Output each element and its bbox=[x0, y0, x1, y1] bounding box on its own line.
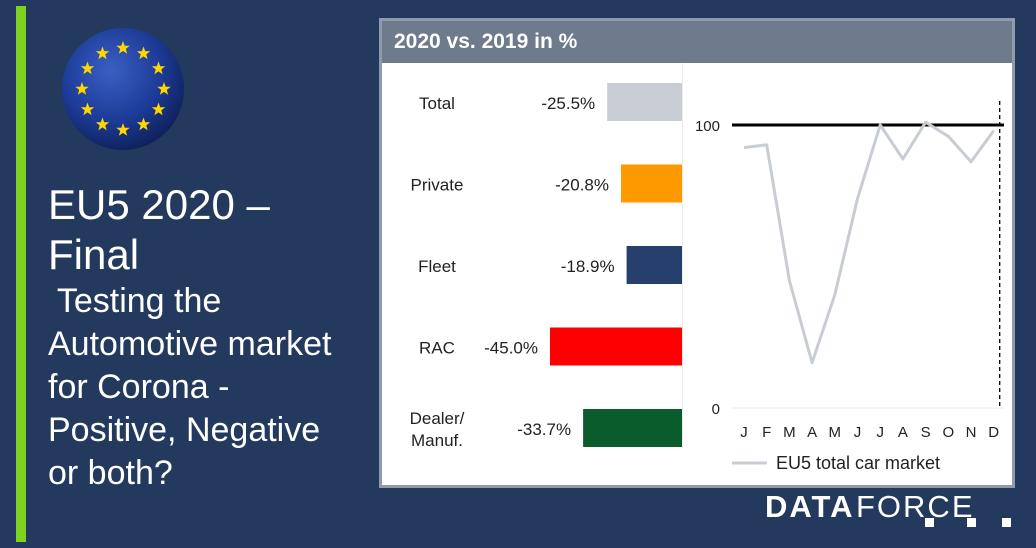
logo-dot bbox=[925, 518, 934, 527]
category-label: Fleet bbox=[418, 257, 456, 276]
headline-subtitle-line: for Corona - bbox=[48, 368, 230, 406]
category-label: Private bbox=[411, 176, 464, 195]
x-tick-label: J bbox=[876, 424, 884, 441]
accent-bar bbox=[16, 6, 26, 542]
x-tick-label: N bbox=[966, 424, 977, 441]
logo-text-force: FORCE bbox=[856, 490, 975, 524]
x-tick-label: J bbox=[854, 424, 862, 441]
headline-title-line1: EU5 2020 – bbox=[48, 181, 270, 228]
panel-title: 2020 vs. 2019 in % bbox=[382, 21, 1012, 63]
y-tick-label: 100 bbox=[695, 118, 720, 135]
dataforce-logo: DATA FORCE bbox=[765, 490, 1011, 527]
headline-subtitle-line: Automotive market bbox=[48, 325, 332, 363]
category-label: Dealer/Manuf. bbox=[410, 409, 465, 450]
bar bbox=[626, 246, 682, 284]
bar bbox=[621, 164, 682, 203]
y-tick-label: 0 bbox=[712, 401, 720, 418]
bar-value-label: -25.5% bbox=[541, 94, 595, 113]
bar bbox=[550, 327, 682, 366]
star-icon bbox=[151, 102, 166, 116]
bar-value-label: -33.7% bbox=[517, 420, 571, 439]
bar-value-label: -20.8% bbox=[555, 176, 609, 195]
bar bbox=[583, 409, 682, 447]
star-icon bbox=[116, 41, 130, 54]
series-line-eu5 bbox=[743, 120, 995, 365]
bar bbox=[607, 83, 682, 121]
star-icon bbox=[116, 123, 130, 136]
star-icon bbox=[151, 61, 166, 75]
x-tick-label: O bbox=[942, 424, 954, 441]
x-tick-label: D bbox=[988, 424, 999, 441]
category-label: Total bbox=[419, 94, 455, 113]
x-tick-label: M bbox=[829, 424, 842, 441]
chart-panel: 2020 vs. 2019 in % -25.5% Total -20.8% Priv… bbox=[379, 18, 1015, 488]
star-icon bbox=[95, 117, 110, 131]
star-icon bbox=[136, 117, 151, 131]
bar-value-label: -18.9% bbox=[561, 257, 615, 276]
x-tick-label: J bbox=[740, 424, 748, 441]
headline-title-line2: Final bbox=[48, 231, 140, 278]
headline-subtitle-line: Positive, Negative bbox=[48, 411, 321, 449]
star-icon bbox=[80, 61, 95, 75]
segment-bar-chart: -25.5% Total -20.8% Private -18.9% Fleet -45.0… bbox=[410, 83, 682, 450]
star-icon bbox=[157, 82, 171, 95]
star-icon bbox=[75, 82, 89, 95]
eu-flag-icon bbox=[62, 28, 184, 150]
bar-value-label: -45.0% bbox=[484, 339, 538, 358]
x-tick-label: S bbox=[921, 424, 931, 441]
x-tick-label: A bbox=[898, 424, 908, 441]
star-icon bbox=[80, 102, 95, 116]
logo-text-data: DATA bbox=[765, 490, 855, 524]
star-icon bbox=[95, 46, 110, 60]
x-tick-label: A bbox=[807, 424, 817, 441]
x-tick-label: M bbox=[783, 424, 796, 441]
headline-subtitle-line: Testing the bbox=[48, 282, 222, 320]
logo-dot bbox=[967, 518, 976, 527]
legend-label: EU5 total car market bbox=[776, 453, 940, 473]
headline: EU5 2020 – Final Testing the Automotive … bbox=[48, 180, 378, 495]
headline-subtitle-line: or both? bbox=[48, 454, 173, 492]
x-tick-label: F bbox=[762, 424, 771, 441]
star-icon bbox=[136, 46, 151, 60]
category-label: RAC bbox=[419, 339, 455, 358]
logo-dot bbox=[1002, 518, 1011, 527]
